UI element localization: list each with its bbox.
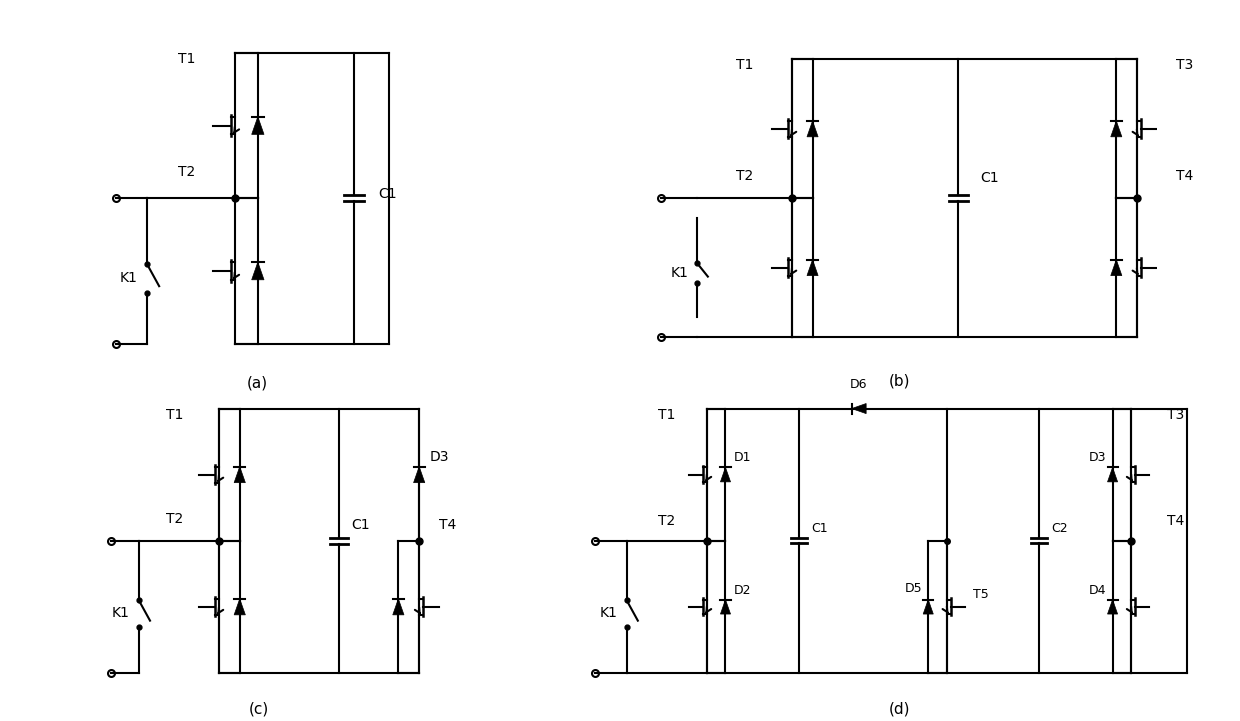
Text: D3: D3: [1089, 451, 1106, 464]
Polygon shape: [807, 121, 818, 137]
Polygon shape: [234, 599, 246, 615]
Text: T2: T2: [658, 514, 676, 528]
Text: C1: C1: [981, 172, 999, 185]
Text: T1: T1: [735, 58, 753, 72]
Polygon shape: [1107, 600, 1117, 614]
Text: T1: T1: [177, 53, 195, 66]
Text: K1: K1: [600, 606, 618, 621]
Text: T1: T1: [166, 407, 184, 422]
Polygon shape: [852, 404, 867, 414]
Text: D4: D4: [1089, 583, 1106, 596]
Polygon shape: [1111, 260, 1122, 275]
Polygon shape: [807, 260, 818, 275]
Text: (a): (a): [247, 376, 268, 391]
Text: K1: K1: [112, 606, 130, 621]
Text: (b): (b): [888, 373, 910, 388]
Text: (d): (d): [888, 702, 910, 717]
Text: D3: D3: [429, 450, 449, 464]
Text: (c): (c): [249, 702, 269, 717]
Text: T3: T3: [1176, 58, 1193, 72]
Text: T3: T3: [1167, 407, 1184, 422]
Text: D1: D1: [734, 451, 751, 464]
Text: T2: T2: [735, 169, 753, 183]
Text: D6: D6: [851, 378, 868, 391]
Text: T2: T2: [177, 165, 195, 179]
Text: K1: K1: [119, 271, 138, 286]
Polygon shape: [720, 467, 730, 482]
Text: T4: T4: [439, 518, 456, 531]
Text: K1: K1: [670, 265, 688, 280]
Text: C2: C2: [1052, 522, 1068, 535]
Text: T2: T2: [166, 512, 184, 526]
Polygon shape: [234, 466, 246, 482]
Polygon shape: [924, 600, 934, 614]
Text: C1: C1: [811, 522, 827, 535]
Polygon shape: [1107, 467, 1117, 482]
Text: T5: T5: [973, 588, 988, 601]
Text: D2: D2: [734, 583, 751, 596]
Polygon shape: [393, 599, 404, 615]
Text: T1: T1: [658, 407, 676, 422]
Polygon shape: [414, 466, 425, 482]
Text: T4: T4: [1176, 169, 1193, 183]
Polygon shape: [252, 262, 264, 280]
Text: T4: T4: [1167, 514, 1184, 528]
Text: D5: D5: [905, 583, 923, 596]
Polygon shape: [252, 117, 264, 134]
Text: C1: C1: [378, 187, 397, 201]
Polygon shape: [720, 600, 730, 614]
Polygon shape: [1111, 121, 1122, 137]
Text: C1: C1: [351, 518, 370, 531]
